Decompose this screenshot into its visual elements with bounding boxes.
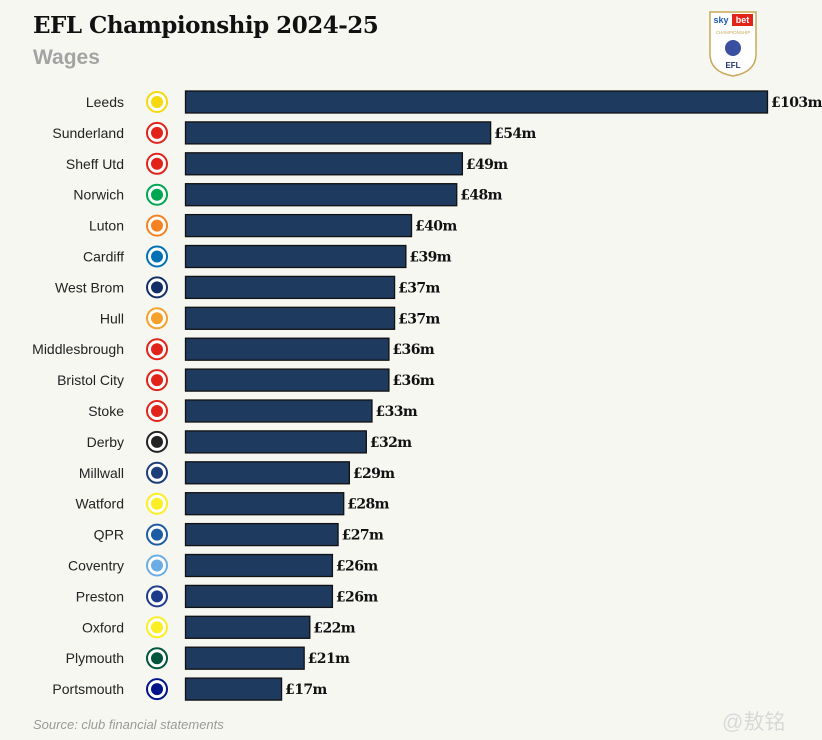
category-label: Luton	[89, 218, 124, 234]
category-label: Sheff Utd	[66, 156, 124, 172]
bar	[184, 275, 396, 300]
bar	[184, 183, 458, 207]
data-label: £103m	[771, 95, 822, 111]
category-label: Derby	[87, 434, 124, 450]
club-crest-icon-inner	[151, 96, 163, 108]
bar	[184, 213, 413, 238]
data-label: £27m	[342, 528, 384, 544]
category-label: Millwall	[79, 465, 124, 481]
category-label: Cardiff	[83, 249, 124, 265]
club-crest-icon-inner	[151, 621, 163, 634]
club-crest-icon-inner	[151, 343, 163, 356]
bar	[184, 677, 283, 701]
category-label: West Brom	[55, 279, 124, 295]
club-crest-icon-inner	[151, 219, 163, 232]
category-label: Preston	[76, 588, 124, 604]
club-crest-icon-inner	[151, 374, 163, 387]
data-label: £33m	[375, 404, 417, 420]
club-crest-icon-inner	[151, 435, 163, 448]
category-label: Middlesbrough	[32, 341, 124, 357]
category-label: Hull	[100, 310, 124, 326]
source-note: Source: club financial statements	[33, 717, 224, 732]
bar	[184, 306, 396, 330]
bar	[184, 368, 390, 392]
svg-text:bet: bet	[736, 15, 750, 25]
bar	[184, 152, 464, 176]
club-crest-icon-inner	[151, 157, 163, 170]
category-label: Oxford	[82, 619, 124, 635]
sky-bet-championship-logo: sky bet CHAMPIONSHIP EFL	[709, 11, 757, 77]
data-label: £40m	[415, 219, 457, 235]
category-label: Bristol City	[57, 372, 124, 388]
category-label: Stoke	[88, 403, 124, 419]
svg-text:sky: sky	[713, 15, 728, 25]
bar	[184, 615, 311, 639]
data-label: £21m	[308, 651, 350, 667]
category-label: Watford	[76, 496, 125, 512]
club-crest-icon-inner	[151, 528, 163, 541]
club-crest-icon-inner	[151, 683, 163, 696]
club-crest-icon-inner	[151, 466, 163, 479]
bar	[184, 337, 390, 361]
data-label: £49m	[466, 157, 508, 173]
bar	[184, 584, 334, 609]
club-crest-icon-inner	[151, 188, 163, 201]
bar	[184, 553, 334, 578]
club-crest-icon-inner	[151, 497, 163, 510]
data-label: £54m	[494, 126, 536, 142]
category-label: Portsmouth	[52, 681, 124, 697]
category-label: QPR	[94, 527, 124, 543]
club-crest-icon-inner	[151, 250, 163, 263]
category-label: Coventry	[68, 558, 124, 574]
club-crest-icon-inner	[151, 312, 163, 325]
data-label: £48m	[460, 188, 502, 204]
club-crest-icon-inner	[151, 559, 163, 572]
club-crest-icon-inner	[151, 405, 163, 417]
data-label: £29m	[353, 466, 395, 482]
club-crest-icon-inner	[151, 126, 163, 139]
bar	[184, 522, 339, 547]
bar	[184, 90, 769, 114]
chart-subtitle: Wages	[33, 46, 100, 69]
bar	[184, 646, 305, 670]
bar	[184, 399, 373, 423]
club-crest-icon-inner	[151, 590, 163, 603]
data-label: £37m	[398, 311, 440, 327]
chart-title: EFL Championship 2024-25	[33, 12, 379, 39]
data-label: £39m	[409, 250, 451, 266]
data-label: £36m	[392, 342, 434, 358]
data-label: £28m	[347, 497, 389, 513]
data-label: £36m	[392, 373, 434, 389]
data-label: £17m	[285, 682, 327, 698]
category-label: Leeds	[86, 94, 124, 110]
club-crest-icon-inner	[151, 281, 163, 294]
data-label: £32m	[370, 435, 412, 451]
bar	[184, 461, 351, 485]
category-label: Plymouth	[66, 650, 124, 666]
watermark: @敖铭	[722, 711, 786, 734]
data-label: £26m	[336, 589, 378, 605]
svg-text:EFL: EFL	[725, 61, 740, 70]
data-label: £37m	[398, 280, 440, 296]
bar	[184, 492, 345, 516]
data-label: £26m	[336, 559, 378, 575]
bar	[184, 244, 407, 269]
category-label: Sunderland	[52, 125, 124, 141]
bar	[184, 430, 367, 454]
category-label: Norwich	[73, 187, 124, 203]
svg-text:CHAMPIONSHIP: CHAMPIONSHIP	[716, 30, 751, 35]
data-label: £22m	[313, 620, 355, 636]
bar	[184, 121, 492, 145]
club-crest-icon-inner	[151, 652, 163, 665]
